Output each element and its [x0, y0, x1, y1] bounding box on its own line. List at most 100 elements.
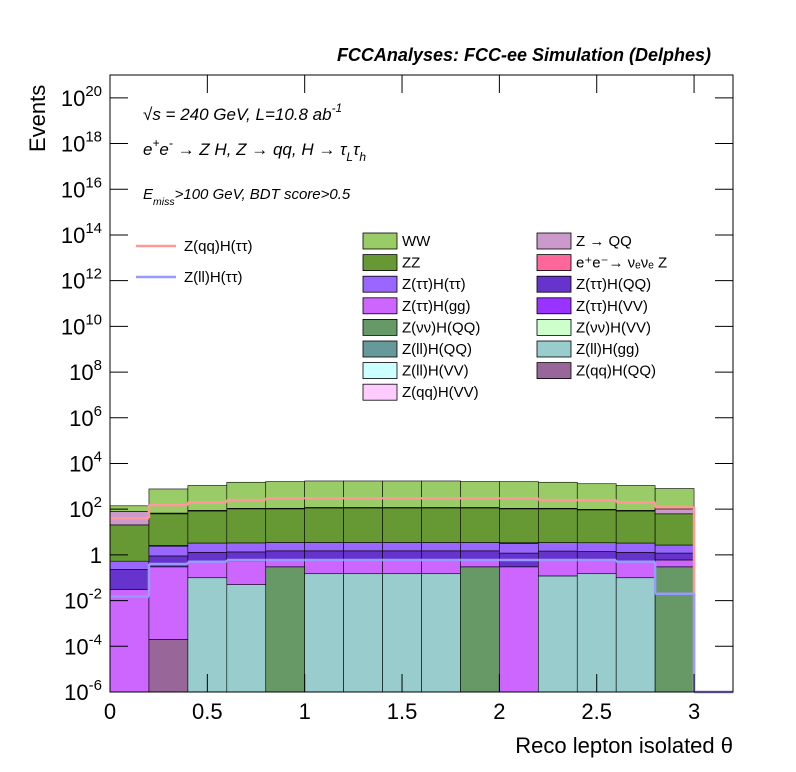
legend-label: Z(ττ)H(ττ) — [402, 276, 466, 293]
bar-segment — [382, 480, 422, 508]
annotation-part: τ — [353, 140, 361, 159]
bar-segment — [460, 550, 500, 561]
bar-segment — [382, 559, 422, 575]
bar-segment — [538, 560, 578, 577]
legend-label: Z(ll)H(ττ) — [184, 269, 243, 286]
bar-segment — [304, 480, 344, 508]
bar-segment — [460, 481, 500, 508]
legend-label: Z(ττ)H(VV) — [576, 298, 648, 315]
legend-swatch — [362, 297, 398, 315]
bar-segment — [304, 559, 344, 575]
bar-segment — [499, 543, 539, 554]
legend-swatch — [362, 340, 398, 358]
legend-label: Z(qq)H(VV) — [402, 384, 479, 401]
y-tick-label: 1010 — [61, 311, 102, 339]
bar-segment — [421, 559, 461, 575]
bar-segment — [109, 569, 150, 590]
bar-segment — [109, 505, 150, 512]
x-tick-label: 1.5 — [387, 699, 418, 724]
bar-segment — [421, 480, 461, 508]
y-tick-exponent: 18 — [85, 129, 102, 146]
bar-segment — [576, 542, 617, 552]
legend-swatch — [536, 297, 572, 315]
y-tick-base: 10 — [69, 497, 93, 522]
x-tick-label: 0 — [104, 699, 116, 724]
legend-label: Z(νν)H(VV) — [576, 319, 651, 336]
bar-segment — [654, 544, 695, 554]
bar-segment — [460, 566, 500, 693]
bar-segment — [382, 550, 422, 561]
y-tick-exponent: -4 — [89, 631, 102, 648]
y-tick-base: 10 — [61, 223, 85, 248]
annotation-part: e — [143, 140, 152, 159]
bar-segment — [538, 575, 578, 693]
y-tick-label: 10-6 — [64, 677, 102, 705]
y-tick-base: 10 — [61, 86, 85, 111]
bar-segment — [576, 483, 617, 510]
y-tick-base: 10 — [69, 360, 93, 385]
bar-segment — [304, 550, 344, 561]
annotation: Emiss>100 GeV, BDT score>0.5 — [143, 186, 351, 208]
y-tick-label: 1014 — [61, 220, 102, 248]
bar-segment — [576, 551, 617, 561]
y-tick-exponent: -2 — [89, 586, 102, 603]
legend-label: Z(ll)H(VV) — [402, 363, 469, 380]
y-tick-base: 10 — [64, 589, 88, 614]
bar-segment — [615, 485, 656, 511]
bar-segment — [148, 513, 189, 546]
y-tick-label: 104 — [69, 448, 102, 476]
y-tick-base: 10 — [69, 451, 93, 476]
annotation: √s = 240 GeV, L=10.8 ab-1 — [143, 101, 342, 124]
legend-swatch — [362, 275, 398, 293]
y-tick-label: 1 — [90, 543, 102, 568]
y-tick-base: 10 — [61, 314, 85, 339]
y-tick-base: 10 — [64, 634, 88, 659]
bar-segment — [538, 542, 578, 552]
bar-segment — [654, 559, 695, 568]
x-tick-label: 2.5 — [581, 699, 612, 724]
y-axis-label: Events — [25, 85, 50, 152]
bar-segment — [226, 584, 267, 693]
annotation-part: → Z H, Z → qq, H → τ — [173, 140, 348, 159]
bar-segment — [304, 542, 344, 552]
annotation-part: e — [159, 140, 168, 159]
bar-segment — [304, 573, 344, 693]
y-tick-base: 10 — [61, 269, 85, 294]
y-tick-exponent: 16 — [85, 174, 102, 191]
legend-label: Z(qq)H(QQ) — [576, 363, 656, 380]
bar-segment — [654, 566, 695, 693]
stack — [109, 480, 695, 693]
y-tick-exponent: 12 — [85, 266, 102, 283]
legend-label: ZZ — [402, 255, 420, 272]
legend-label: e⁺e⁻→ νₑνₑ Z — [576, 255, 667, 272]
bar-segment — [654, 552, 695, 561]
legend-label: Z(νν)H(QQ) — [402, 319, 480, 336]
bar-segment — [226, 560, 267, 585]
bar-segment — [187, 542, 228, 553]
bar-segment — [576, 509, 617, 544]
annotation-part: miss — [153, 196, 175, 208]
y-tick-exponent: -6 — [89, 677, 102, 694]
bar-segment — [148, 545, 189, 557]
y-tick-exponent: 10 — [85, 311, 102, 328]
bar-segment — [343, 550, 383, 561]
bar-segment — [343, 559, 383, 575]
bar-segment — [615, 551, 656, 563]
bar-segment — [226, 508, 267, 544]
bar-segment — [654, 488, 695, 510]
bar-segment — [576, 559, 617, 575]
bar-segment — [265, 550, 305, 561]
bar-segment — [615, 510, 656, 544]
bar-segment — [109, 560, 150, 570]
annotation: e+e- → Z H, Z → qq, H → τLτh — [143, 136, 366, 164]
bar-segment — [148, 488, 189, 514]
x-tick-label: 0.5 — [192, 699, 223, 724]
bar-segment — [148, 566, 189, 640]
bar-segment — [615, 542, 656, 553]
bar-segment — [615, 561, 656, 579]
bar-segment — [421, 542, 461, 552]
bar-segment — [187, 510, 228, 544]
legend-label: Z → QQ — [576, 233, 632, 250]
bar-segment — [187, 551, 228, 563]
legend-swatch — [362, 318, 398, 336]
